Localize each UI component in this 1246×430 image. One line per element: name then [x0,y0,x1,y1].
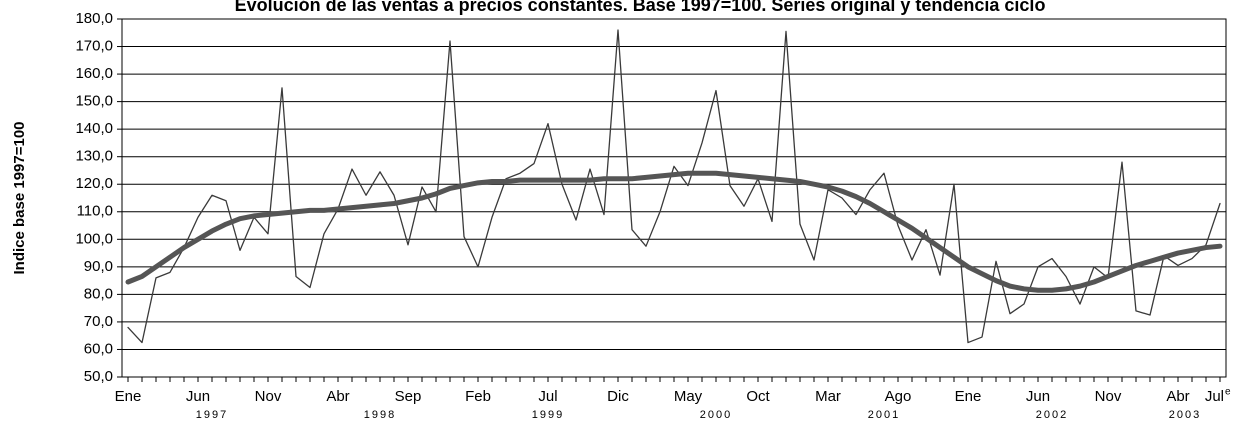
y-tick-label: 90,0 [84,258,113,275]
x-tick-label: Jun [186,388,210,405]
series-line [125,170,1223,293]
y-tick-label: 180,0 [75,10,113,27]
chart-title: Evolución de las ventas a precios consta… [235,0,1046,15]
y-tick-label: 50,0 [84,368,113,385]
y-tick-label: 80,0 [84,285,113,302]
year-label: 1999 [532,409,564,421]
x-tick-label: Oct [746,388,770,405]
x-tick-label: Mar [815,388,841,405]
x-tick-label: Nov [255,388,282,405]
x-tick-label: Abr [326,388,349,405]
year-label: 1998 [364,409,396,421]
x-tick-label: May [674,388,703,405]
year-label: 2002 [1036,409,1068,421]
x-tick-label: Dic [607,388,629,405]
x-tick-label: Jul [1205,388,1224,405]
x-tick-label: Ago [885,388,912,405]
x-tick-label: Feb [465,388,491,405]
y-tick-label: 130,0 [75,148,113,165]
x-tick-label: Jun [1026,388,1050,405]
y-tick-label: 120,0 [75,175,113,192]
x-tick-label: Jul [538,388,557,405]
y-axis-label: Indice base 1997=100 [11,121,28,274]
y-tick-label: 70,0 [84,313,113,330]
y-tick-label: 170,0 [75,38,113,55]
x-tick-label: Ene [955,388,982,405]
x-tick-label: Nov [1095,388,1122,405]
plot-frame [121,18,1227,378]
x-tick-label: Ene [115,388,142,405]
year-label: 1997 [196,409,228,421]
annotation: e [1225,387,1231,398]
year-label: 2000 [700,409,732,421]
x-tick-label: Sep [395,388,422,405]
y-tick-label: 140,0 [75,120,113,137]
year-label: 2003 [1169,409,1201,421]
y-tick-label: 110,0 [77,203,113,220]
series-line [127,29,1221,344]
x-tick-label: Abr [1166,388,1189,405]
y-tick-label: 100,0 [75,230,113,247]
year-label: 2001 [868,409,900,421]
y-tick-label: 150,0 [75,93,113,110]
y-tick-label: 160,0 [75,65,113,82]
y-tick-label: 60,0 [84,340,113,357]
